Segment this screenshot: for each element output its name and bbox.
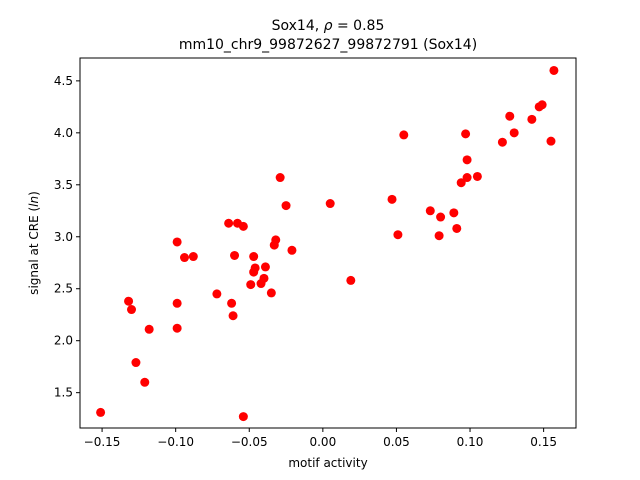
y-axis-label: signal at CRE (ln) <box>27 191 41 295</box>
data-point-42 <box>452 223 462 233</box>
data-point-19 <box>238 412 248 422</box>
data-point-45 <box>462 155 472 165</box>
x-tick-label: 0.10 <box>457 435 484 449</box>
data-point-32 <box>287 245 297 255</box>
data-point-53 <box>537 100 547 110</box>
data-point-41 <box>449 208 459 218</box>
data-point-43 <box>456 178 466 188</box>
data-point-30 <box>275 173 285 183</box>
data-point-15 <box>228 311 238 321</box>
data-point-10 <box>180 253 189 263</box>
data-point-21 <box>249 252 259 262</box>
data-point-48 <box>497 137 507 147</box>
data-point-20 <box>246 280 256 290</box>
data-point-26 <box>260 262 270 272</box>
data-point-49 <box>505 111 515 121</box>
data-point-35 <box>387 194 397 204</box>
data-point-46 <box>462 173 472 183</box>
data-point-6 <box>144 324 154 334</box>
data-points <box>96 65 559 422</box>
y-tick-label: 2.0 <box>54 334 73 348</box>
data-point-54 <box>546 136 556 146</box>
y-axis-ticks: 1.5 2.0 2.5 3.0 3.5 4.0 4.5 <box>54 74 80 400</box>
x-tick-label: −0.10 <box>157 435 194 449</box>
x-tick-label: 0.05 <box>383 435 410 449</box>
data-point-51 <box>527 114 537 124</box>
data-point-29 <box>271 235 281 245</box>
data-point-2 <box>124 296 134 306</box>
y-tick-label: 2.5 <box>54 282 73 296</box>
data-point-34 <box>346 275 356 285</box>
data-point-4 <box>131 358 141 368</box>
chart-title-prefix: Sox14, <box>272 18 324 34</box>
data-point-5 <box>140 377 150 387</box>
data-point-50 <box>509 128 519 138</box>
data-point-12 <box>212 289 222 299</box>
chart-title-rho: ρ <box>324 18 333 34</box>
x-tick-label: 0.00 <box>309 435 336 449</box>
x-tick-label: −0.15 <box>84 435 121 449</box>
chart-title-line2: mm10_chr9_99872627_99872791 (Sox14) <box>179 37 477 53</box>
data-point-55 <box>549 65 559 75</box>
y-tick-label: 3.0 <box>54 230 73 244</box>
data-point-11 <box>188 252 198 262</box>
data-point-27 <box>266 288 276 298</box>
y-tick-label: 1.5 <box>54 386 73 400</box>
data-point-36 <box>393 230 403 240</box>
data-point-23 <box>250 263 260 273</box>
data-point-25 <box>259 273 269 283</box>
x-axis-ticks: −0.15 −0.10 −0.05 0.00 0.05 0.10 0.15 <box>84 428 557 449</box>
chart-title-suffix: = 0.85 <box>333 18 385 34</box>
data-point-47 <box>472 171 482 181</box>
data-point-16 <box>230 250 240 260</box>
data-point-39 <box>434 231 444 241</box>
data-point-18 <box>238 221 248 231</box>
data-point-9 <box>172 323 182 333</box>
data-point-33 <box>325 199 335 209</box>
y-axis-label-prefix: signal at CRE ( <box>27 207 41 295</box>
data-point-7 <box>172 237 182 247</box>
data-point-38 <box>425 206 435 216</box>
y-axis-label-suffix: ) <box>27 191 41 196</box>
data-point-3 <box>127 305 137 315</box>
y-tick-label: 3.5 <box>54 178 73 192</box>
x-tick-label: 0.15 <box>530 435 557 449</box>
data-point-8 <box>172 298 182 308</box>
y-tick-label: 4.5 <box>54 74 73 88</box>
data-point-31 <box>281 201 291 211</box>
x-axis-label: motif activity <box>288 456 367 470</box>
data-point-1 <box>96 407 106 417</box>
y-tick-label: 4.0 <box>54 126 73 140</box>
x-tick-label: −0.05 <box>231 435 268 449</box>
data-point-13 <box>224 218 234 228</box>
data-point-40 <box>436 212 446 222</box>
data-point-14 <box>227 298 237 308</box>
data-point-44 <box>461 129 471 139</box>
plot-frame <box>79 57 577 429</box>
data-point-37 <box>399 130 409 140</box>
chart-title-line1: Sox14, ρ = 0.85 <box>272 18 385 34</box>
y-axis-label-ln: ln <box>27 196 41 207</box>
